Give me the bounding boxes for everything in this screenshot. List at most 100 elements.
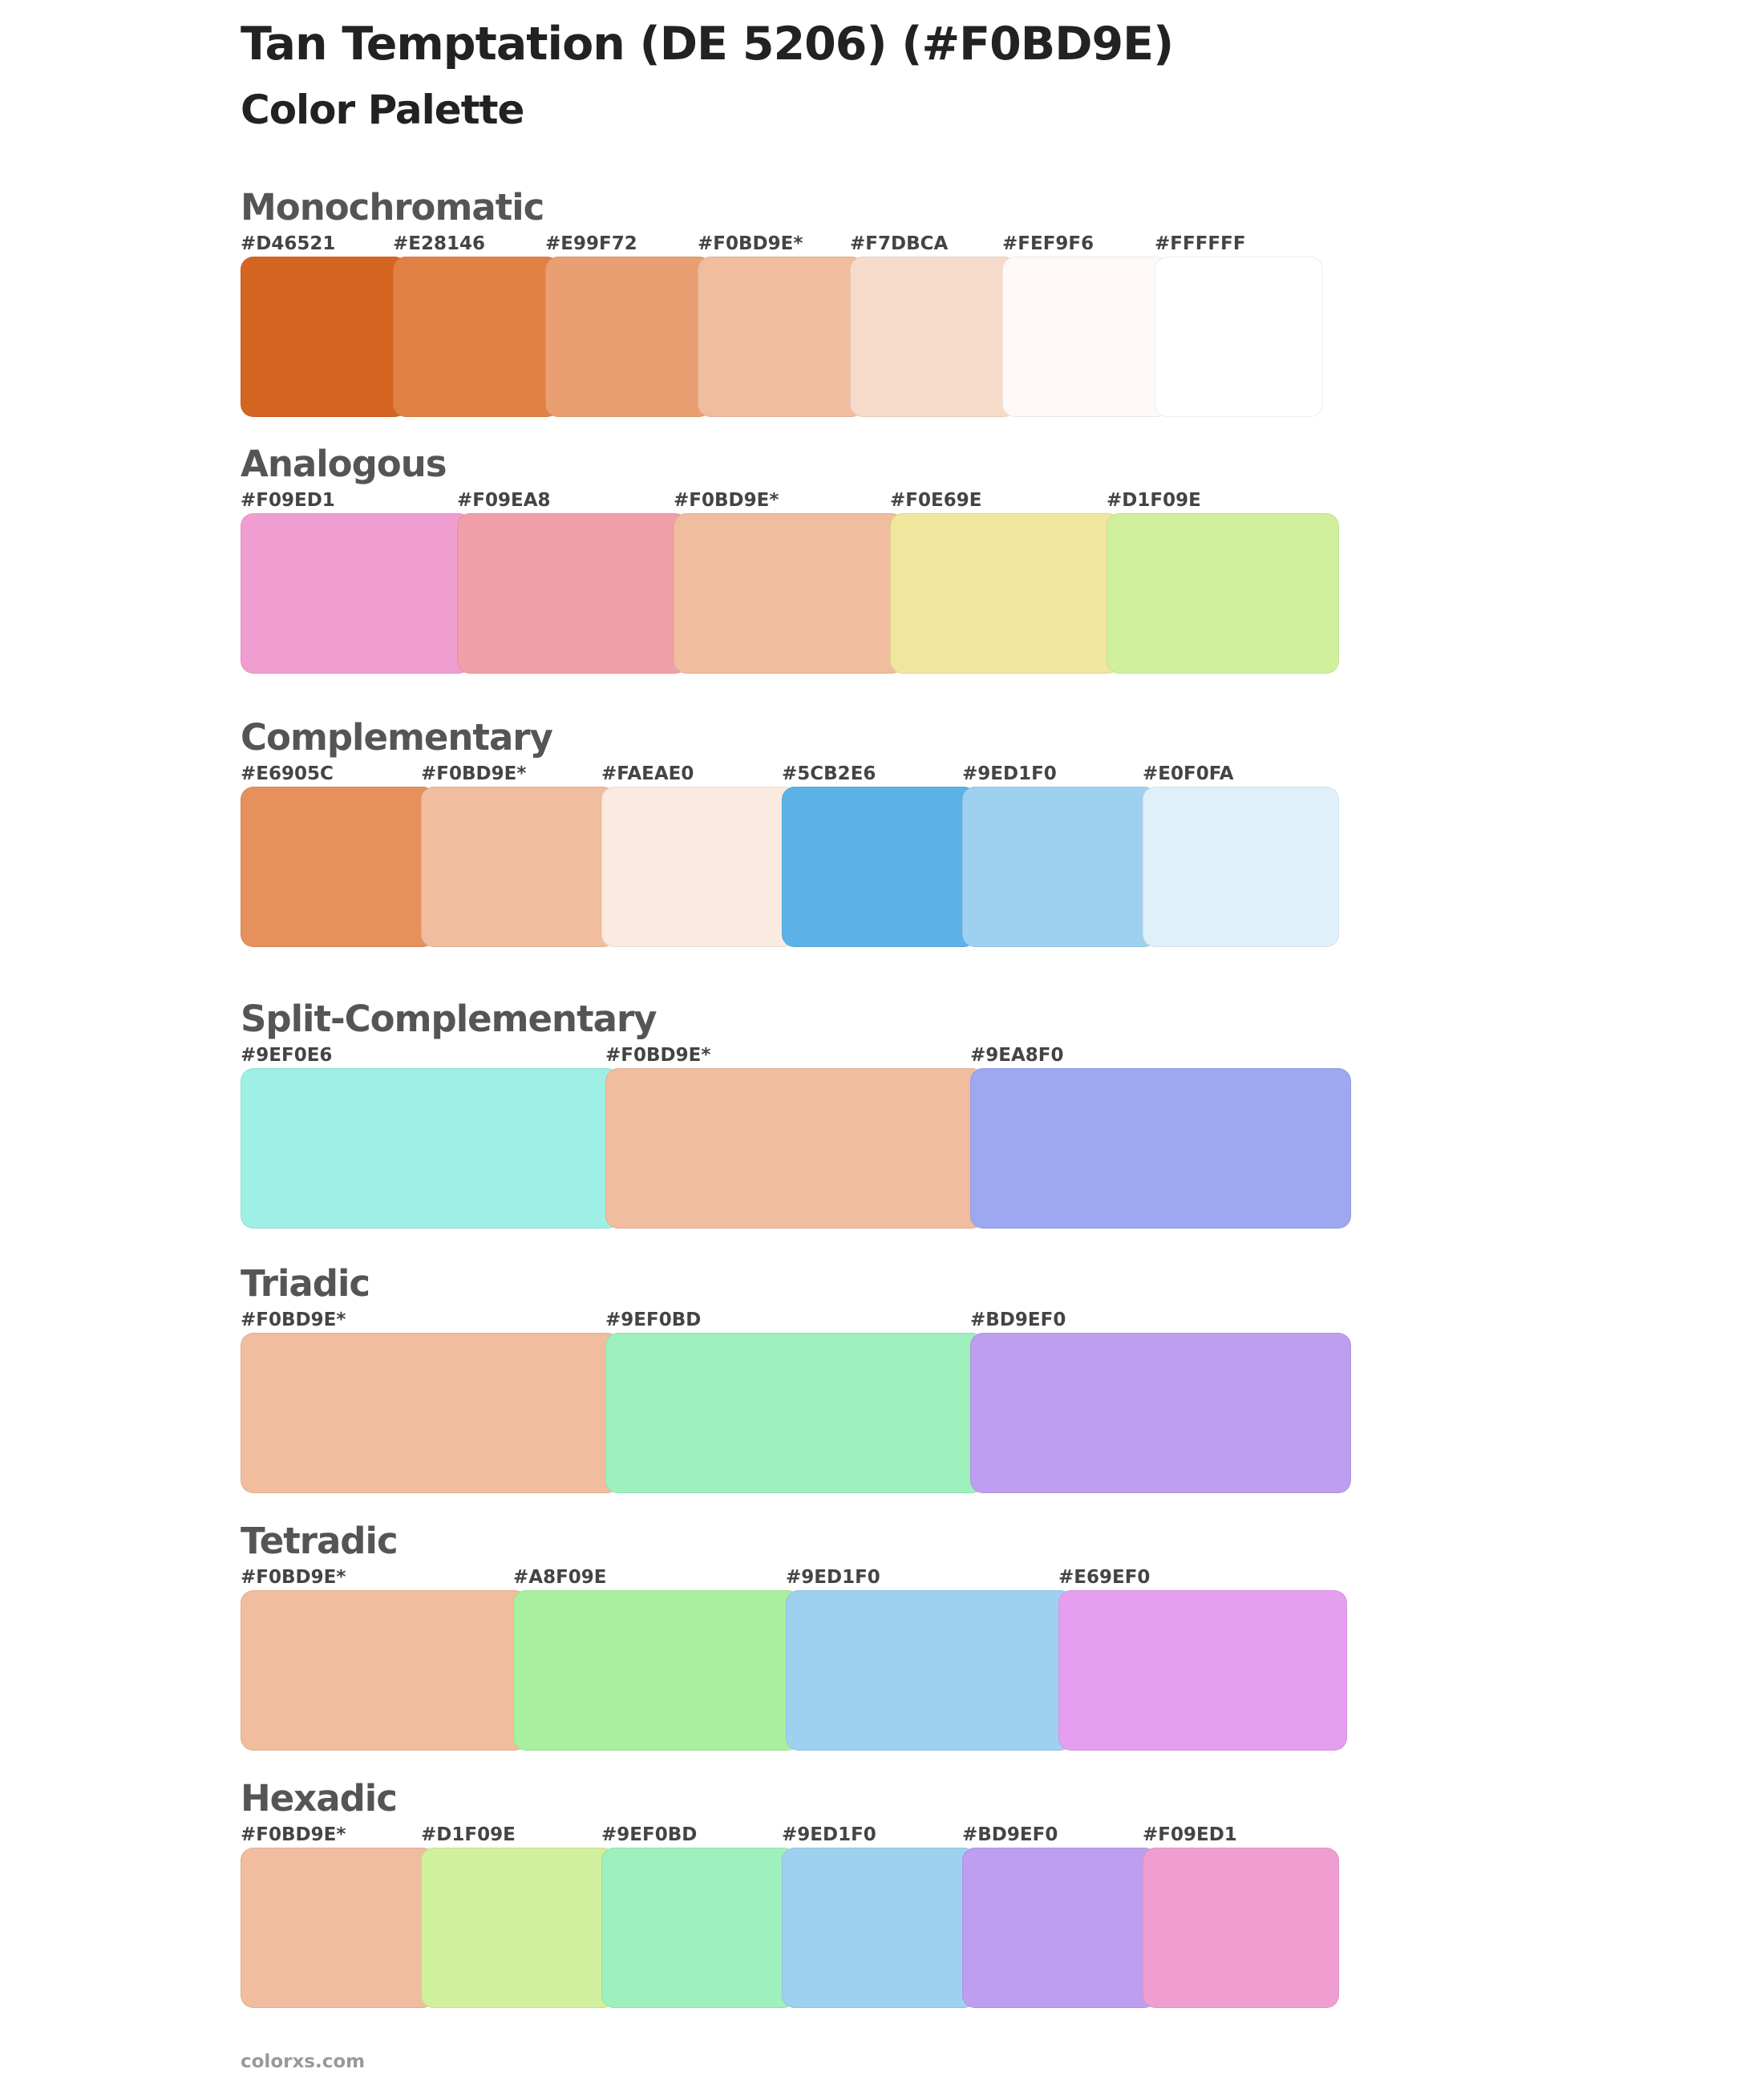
color-code-label: #F0BD9E* bbox=[698, 233, 803, 254]
color-swatch[interactable] bbox=[1143, 1848, 1339, 2008]
page-subtitle: Color Palette bbox=[241, 87, 524, 133]
color-code-label: #E6905C bbox=[241, 763, 334, 784]
section-hexadic: Hexadic #F0BD9E* #D1F09E #9EF0BD #9ED1F0 #BD9… bbox=[241, 1777, 1339, 2008]
swatch-row bbox=[241, 1068, 1351, 1229]
section-title: Split-Complementary bbox=[241, 998, 657, 1040]
color-code-label: #9EF0E6 bbox=[241, 1045, 333, 1066]
color-swatch[interactable] bbox=[601, 787, 796, 947]
section-split-complementary: Split-Complementary #9EF0E6 #F0BD9E* #9EA8F… bbox=[241, 998, 1351, 1229]
color-swatch[interactable] bbox=[421, 1848, 616, 2008]
section-analogous: Analogous #F09ED1 #F09EA8 #F0BD9E* #F0E69E #D… bbox=[241, 443, 1339, 674]
color-code-label: #F0BD9E* bbox=[674, 490, 779, 511]
color-code-label: #F0BD9E* bbox=[605, 1045, 711, 1066]
color-swatch[interactable] bbox=[698, 257, 864, 417]
color-swatch[interactable] bbox=[970, 1068, 1351, 1229]
swatch-row bbox=[241, 1590, 1347, 1751]
site-footer-link[interactable]: colorxs.com bbox=[241, 2051, 366, 2072]
color-swatch[interactable] bbox=[674, 513, 904, 674]
color-swatch[interactable] bbox=[786, 1590, 1073, 1751]
color-swatch[interactable] bbox=[1107, 513, 1339, 674]
section-title: Analogous bbox=[241, 443, 447, 485]
color-code-label: #F09EA8 bbox=[457, 490, 551, 511]
color-code-label: #F7DBCA bbox=[850, 233, 949, 254]
color-swatch[interactable] bbox=[241, 257, 407, 417]
color-code-label: #E69EF0 bbox=[1058, 1567, 1151, 1588]
color-code-label: #9ED1F0 bbox=[786, 1567, 880, 1588]
color-code-label: #5CB2E6 bbox=[782, 763, 876, 784]
swatch-labels: #F0BD9E* #A8F09E #9ED1F0 #E69EF0 bbox=[241, 1566, 1150, 1589]
color-code-label: #F0BD9E* bbox=[241, 1567, 346, 1588]
color-code-label: #F0E69E bbox=[890, 490, 982, 511]
color-swatch[interactable] bbox=[890, 513, 1121, 674]
color-swatch[interactable] bbox=[241, 1848, 435, 2008]
color-code-label: #9ED1F0 bbox=[782, 1824, 876, 1845]
color-swatch[interactable] bbox=[1155, 257, 1323, 417]
color-swatch[interactable] bbox=[1002, 257, 1169, 417]
color-code-label: #FAEAE0 bbox=[601, 763, 694, 784]
color-swatch[interactable] bbox=[393, 257, 560, 417]
color-code-label: #E99F72 bbox=[545, 233, 637, 254]
color-swatch[interactable] bbox=[545, 257, 712, 417]
color-code-label: #D1F09E bbox=[1107, 490, 1201, 511]
color-code-label: #BD9EF0 bbox=[962, 1824, 1058, 1845]
color-swatch[interactable] bbox=[241, 1068, 620, 1229]
section-tetradic: Tetradic #F0BD9E* #A8F09E #9ED1F0 #E69EF0 bbox=[241, 1520, 1347, 1751]
color-swatch[interactable] bbox=[605, 1068, 985, 1229]
color-swatch[interactable] bbox=[1058, 1590, 1347, 1751]
color-code-label: #FFFFFF bbox=[1155, 233, 1246, 254]
color-code-label: #A8F09E bbox=[513, 1567, 607, 1588]
color-code-label: #D1F09E bbox=[421, 1824, 516, 1845]
color-code-label: #9EF0BD bbox=[605, 1310, 702, 1330]
color-swatch[interactable] bbox=[962, 787, 1157, 947]
section-title: Monochromatic bbox=[241, 186, 544, 229]
section-title: Hexadic bbox=[241, 1777, 398, 1820]
color-swatch[interactable] bbox=[241, 1590, 528, 1751]
swatch-labels: #D46521 #E28146 #E99F72 #F0BD9E* #F7DBCA #FEF… bbox=[241, 233, 1246, 255]
section-complementary: Complementary #E6905C #F0BD9E* #FAEAE0 #5CB2… bbox=[241, 716, 1339, 947]
color-swatch[interactable] bbox=[962, 1848, 1157, 2008]
color-swatch[interactable] bbox=[241, 513, 471, 674]
color-code-label: #F09ED1 bbox=[241, 490, 335, 511]
color-swatch[interactable] bbox=[513, 1590, 800, 1751]
section-title: Complementary bbox=[241, 716, 553, 759]
color-code-label: #F0BD9E* bbox=[421, 763, 527, 784]
color-swatch[interactable] bbox=[605, 1333, 985, 1493]
color-swatch[interactable] bbox=[1143, 787, 1339, 947]
color-code-label: #E0F0FA bbox=[1143, 763, 1234, 784]
color-swatch[interactable] bbox=[457, 513, 688, 674]
color-code-label: #E28146 bbox=[393, 233, 485, 254]
swatch-labels: #F0BD9E* #9EF0BD #BD9EF0 bbox=[241, 1309, 1066, 1331]
swatch-row bbox=[241, 513, 1339, 674]
color-swatch[interactable] bbox=[241, 787, 435, 947]
color-code-label: #9ED1F0 bbox=[962, 763, 1057, 784]
color-code-label: #D46521 bbox=[241, 233, 336, 254]
color-swatch[interactable] bbox=[850, 257, 1017, 417]
swatch-row bbox=[241, 1333, 1351, 1493]
swatch-labels: #9EF0E6 #F0BD9E* #9EA8F0 bbox=[241, 1044, 1064, 1067]
swatch-row bbox=[241, 787, 1339, 947]
color-code-label: #F0BD9E* bbox=[241, 1824, 346, 1845]
swatch-labels: #E6905C #F0BD9E* #FAEAE0 #5CB2E6 #9ED1F0 #E0F… bbox=[241, 763, 1234, 785]
color-swatch[interactable] bbox=[782, 1848, 977, 2008]
color-code-label: #F0BD9E* bbox=[241, 1310, 346, 1330]
color-swatch[interactable] bbox=[421, 787, 616, 947]
color-swatch[interactable] bbox=[970, 1333, 1351, 1493]
swatch-row bbox=[241, 1848, 1339, 2008]
color-code-label: #F09ED1 bbox=[1143, 1824, 1237, 1845]
color-code-label: #9EF0BD bbox=[601, 1824, 698, 1845]
page-title: Tan Temptation (DE 5206) (#F0BD9E) bbox=[241, 18, 1174, 71]
swatch-labels: #F0BD9E* #D1F09E #9EF0BD #9ED1F0 #BD9EF0 #F09… bbox=[241, 1824, 1237, 1846]
color-code-label: #BD9EF0 bbox=[970, 1310, 1066, 1330]
color-swatch[interactable] bbox=[601, 1848, 796, 2008]
section-title: Triadic bbox=[241, 1262, 370, 1305]
swatch-row bbox=[241, 257, 1323, 417]
section-monochromatic: Monochromatic #D46521 #E28146 #E99F72 #F0BD9… bbox=[241, 186, 1323, 417]
color-code-label: #FEF9F6 bbox=[1002, 233, 1094, 254]
color-code-label: #9EA8F0 bbox=[970, 1045, 1064, 1066]
color-swatch[interactable] bbox=[241, 1333, 620, 1493]
section-triadic: Triadic #F0BD9E* #9EF0BD #BD9EF0 bbox=[241, 1262, 1351, 1493]
section-title: Tetradic bbox=[241, 1520, 399, 1562]
swatch-labels: #F09ED1 #F09EA8 #F0BD9E* #F0E69E #D1F09E bbox=[241, 489, 1201, 512]
color-swatch[interactable] bbox=[782, 787, 977, 947]
